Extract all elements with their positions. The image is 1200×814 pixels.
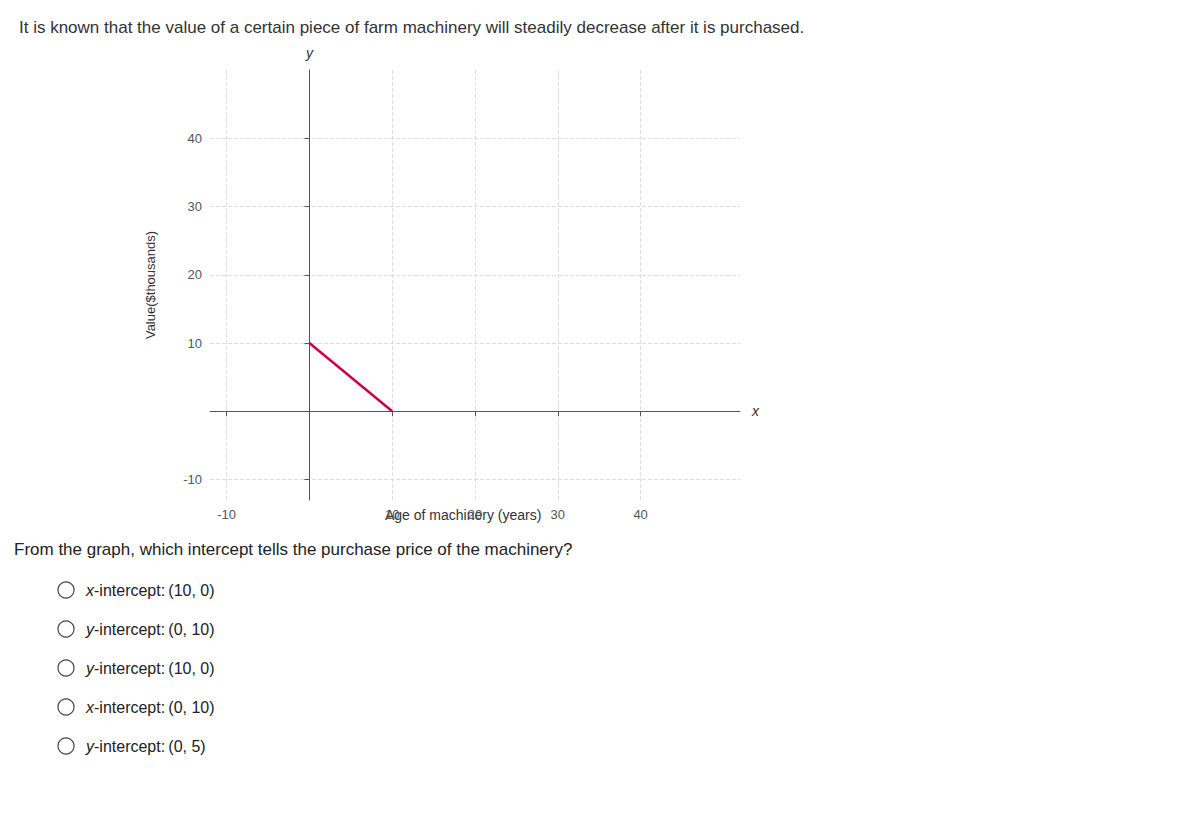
svg-text:x: x <box>86 698 94 716</box>
svg-text:Age of machinery (years): Age of machinery (years) <box>385 507 541 523</box>
svg-text:-10: -10 <box>183 472 202 487</box>
svg-text:-intercept: (10, 0): -intercept: (10, 0) <box>94 582 215 599</box>
svg-text:-10: -10 <box>217 507 236 522</box>
svg-text:40: 40 <box>633 507 647 522</box>
svg-text:10: 10 <box>188 336 202 351</box>
svg-text:y: y <box>86 737 94 755</box>
svg-text:-intercept: (10, 0): -intercept: (10, 0) <box>94 660 215 677</box>
svg-text:y: y <box>305 45 314 61</box>
svg-text:From the graph, which intercep: From the graph, which intercept tells th… <box>14 540 572 559</box>
svg-text:It is known that the value of: It is known that the value of a certain … <box>19 18 804 37</box>
svg-text:x: x <box>751 403 760 419</box>
svg-text:x: x <box>86 581 94 599</box>
svg-text:Value($thousands): Value($thousands) <box>143 231 158 339</box>
svg-text:20: 20 <box>188 267 202 282</box>
svg-text:y: y <box>86 620 94 638</box>
svg-text:10: 10 <box>385 507 399 522</box>
svg-text:30: 30 <box>551 507 565 522</box>
svg-text:40: 40 <box>188 131 202 146</box>
svg-text:-intercept: (0, 10): -intercept: (0, 10) <box>94 621 215 638</box>
svg-text:-intercept: (0, 10): -intercept: (0, 10) <box>94 699 215 716</box>
svg-text:30: 30 <box>188 199 202 214</box>
svg-text:20: 20 <box>468 507 482 522</box>
svg-text:y: y <box>86 659 94 677</box>
svg-text:-intercept: (0, 5): -intercept: (0, 5) <box>94 738 206 755</box>
